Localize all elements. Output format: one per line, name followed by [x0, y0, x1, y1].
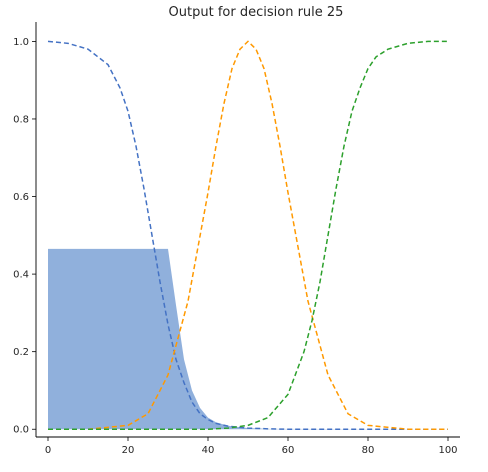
- axes-layer: 0 20 40 60 80 100 0.0 0.2 0.4 0.6 0.8 1.0: [13, 22, 460, 456]
- y-tick-label: 0.0: [13, 425, 29, 436]
- y-tick-label: 1.0: [13, 37, 29, 48]
- series-line-1: [47, 40, 448, 430]
- x-tick-label: 20: [122, 445, 135, 456]
- chart-title: Output for decision rule 25: [169, 5, 344, 20]
- filled-region: [48, 248, 448, 430]
- x-tick-label: 100: [438, 445, 457, 456]
- y-tick-label: 0.4: [13, 270, 29, 281]
- series-line-3: [48, 40, 448, 430]
- x-tick-label: 40: [202, 445, 215, 456]
- x-tick-label: 60: [282, 445, 295, 456]
- y-tick-label: 0.2: [13, 347, 29, 358]
- x-tick-label: 80: [362, 445, 375, 456]
- y-tick-label: 0.8: [13, 114, 29, 125]
- filled-region-layer: [48, 248, 448, 430]
- series-layer: [47, 40, 448, 430]
- series-line-2: [48, 40, 448, 430]
- y-tick-label: 0.6: [13, 192, 29, 203]
- x-tick-label: 0: [45, 445, 51, 456]
